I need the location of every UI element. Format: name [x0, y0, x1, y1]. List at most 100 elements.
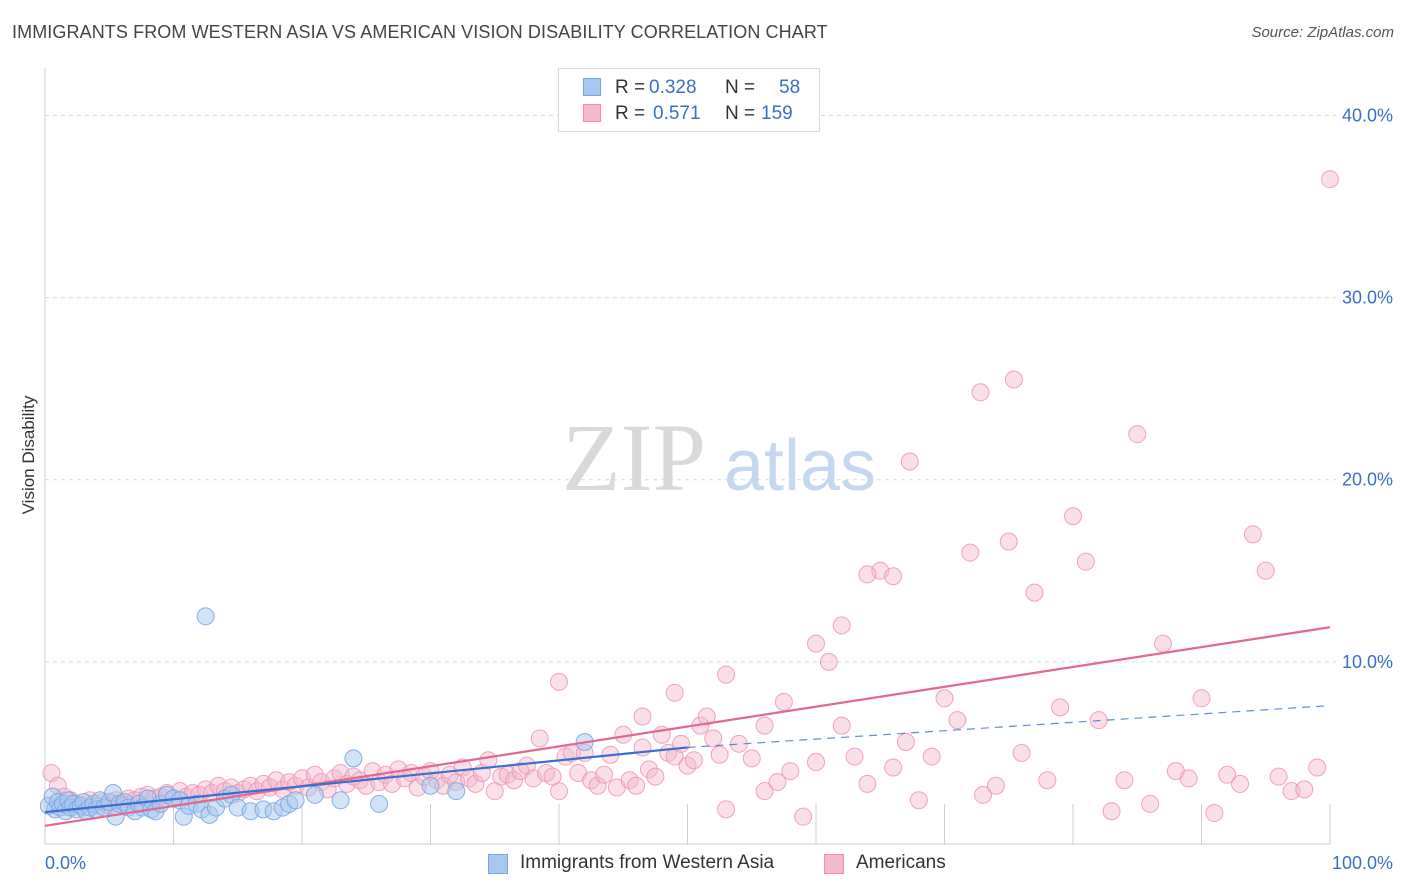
americans-point — [1064, 507, 1082, 526]
americans-point — [530, 729, 549, 748]
americans-point — [1321, 170, 1339, 189]
americans-point — [1076, 552, 1095, 571]
americans-point — [1115, 771, 1134, 790]
americans-point — [974, 785, 993, 804]
immigrants-legend-swatch — [488, 854, 508, 874]
americans-point — [1102, 802, 1121, 821]
grid-layer: 10.0% 20.0% 30.0% 40.0% — [45, 105, 1393, 672]
immigrants-trend-line — [44, 746, 688, 814]
n-value: 58 — [779, 77, 801, 98]
americans-point — [781, 762, 800, 781]
americans-point — [1153, 634, 1172, 653]
y-tick-label: 40.0% — [1342, 105, 1393, 125]
americans-point — [717, 665, 736, 684]
americans-point — [999, 532, 1018, 551]
americans-point — [768, 773, 787, 792]
americans-point — [633, 707, 652, 726]
americans-point — [594, 765, 613, 784]
x-tick-label: 0.0% — [45, 853, 86, 873]
americans-point — [755, 782, 774, 801]
americans-point — [1256, 561, 1275, 580]
series-legend: Immigrants from Western Asia Americans — [0, 852, 1406, 878]
americans-point — [961, 543, 980, 562]
americans-point — [884, 758, 903, 777]
americans-point — [1231, 774, 1250, 793]
americans-point — [845, 747, 864, 766]
americans-point — [1012, 743, 1031, 762]
stats-legend: R = 0.328 N = 58 R = 0.571 N = 159 — [558, 68, 820, 132]
americans-point — [1192, 689, 1211, 708]
source-label: Source: ZipAtlas.com — [1251, 24, 1394, 41]
americans-point — [948, 711, 967, 730]
americans-point — [884, 567, 903, 586]
americans-point — [935, 689, 954, 708]
legend-label: Americans — [856, 852, 946, 873]
americans-point — [1141, 794, 1160, 813]
immigrants-points — [39, 607, 594, 826]
immigrants-point — [447, 782, 466, 801]
n-value: 159 — [761, 103, 793, 124]
americans-point — [858, 774, 877, 793]
americans-point — [1218, 765, 1237, 784]
immigrants-point — [305, 785, 324, 804]
watermark: ZIP atlas — [562, 404, 876, 511]
americans-point — [453, 758, 472, 777]
americans-point — [639, 760, 658, 779]
americans-point — [1004, 370, 1023, 389]
americans-point — [1295, 780, 1314, 799]
americans-point — [1128, 425, 1147, 444]
americans-point — [807, 634, 825, 653]
americans-point — [900, 452, 919, 471]
r-label: R = — [615, 103, 646, 124]
r-value: 0.571 — [653, 103, 701, 124]
americans-point — [832, 716, 851, 735]
immigrants-point — [196, 607, 215, 626]
americans-point — [665, 683, 684, 702]
americans-point — [986, 776, 1005, 795]
immigrants-swatch — [583, 78, 601, 96]
americans-point — [909, 791, 928, 810]
americans-point — [896, 733, 915, 751]
americans-point — [1308, 758, 1327, 777]
axis-layer: 0.0% 100.0% — [44, 68, 1393, 873]
americans-point — [717, 800, 736, 819]
americans-point — [858, 565, 877, 584]
immigrants-point — [344, 749, 363, 768]
americans-point — [1051, 698, 1070, 717]
americans-point — [1205, 804, 1224, 823]
y-tick-label: 30.0% — [1342, 288, 1393, 308]
americans-point — [1243, 525, 1262, 544]
americans-point — [755, 716, 774, 735]
y-tick-label: 20.0% — [1342, 470, 1393, 490]
legend-label: Immigrants from Western Asia — [520, 852, 775, 873]
americans-point — [588, 776, 607, 795]
y-axis-label: Vision Disability — [19, 395, 38, 514]
trend-lines — [44, 626, 1331, 827]
americans-point — [1269, 767, 1288, 786]
americans-swatch — [583, 104, 601, 122]
americans-point — [832, 616, 851, 635]
immigrants-point — [421, 776, 440, 795]
immigrants-point — [286, 791, 305, 810]
americans-point — [646, 767, 665, 786]
watermark-atlas: atlas — [724, 426, 876, 506]
americans-point — [971, 383, 990, 402]
americans-legend-swatch — [824, 854, 844, 874]
n-label: N = — [725, 77, 756, 98]
r-label: R = — [615, 77, 646, 98]
watermark-zip: ZIP — [562, 404, 706, 511]
americans-point — [466, 774, 485, 793]
americans-point — [550, 782, 568, 801]
americans-point — [550, 672, 568, 691]
r-value: 0.328 — [649, 77, 697, 98]
x-tick-label: 100.0% — [1332, 853, 1393, 873]
immigrants-point — [370, 794, 389, 813]
y-tick-label: 10.0% — [1342, 652, 1393, 672]
americans-point — [794, 807, 813, 826]
americans-point — [684, 751, 703, 770]
americans-point — [710, 745, 729, 764]
americans-point — [704, 729, 723, 748]
immigrants-trend-extension — [687, 704, 1331, 749]
americans-point — [505, 771, 524, 790]
